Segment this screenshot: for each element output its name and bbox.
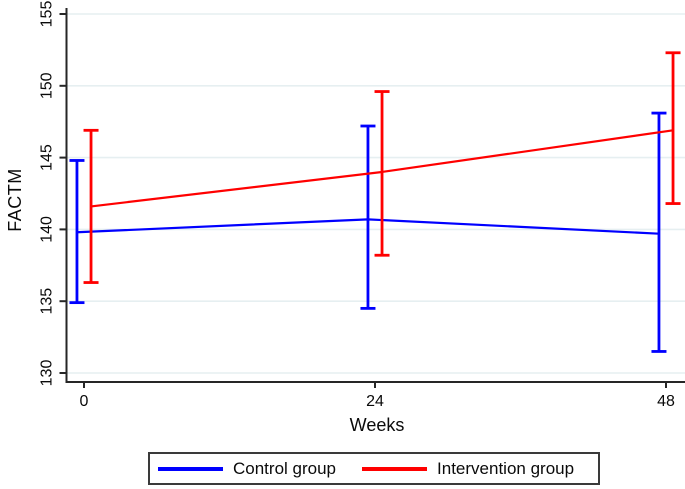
x-axis-title: Weeks — [349, 415, 405, 435]
legend-label-control-group: Control group — [233, 458, 337, 478]
x-tick-label: 24 — [366, 393, 384, 410]
y-tick-label: 150 — [39, 72, 56, 99]
intervention-group-line-swatch — [362, 466, 428, 471]
y-tick-label: 135 — [39, 288, 56, 315]
y-axis-title: FACTM — [5, 168, 25, 232]
x-tick-label: 48 — [657, 393, 675, 410]
y-tick-label: 130 — [39, 360, 56, 387]
legend-label-intervention-group: Intervention group — [437, 458, 575, 478]
y-tick-label: 155 — [39, 1, 56, 28]
y-tick-label: 140 — [39, 216, 56, 243]
y-tick-label: 145 — [39, 144, 56, 171]
x-tick-label: 0 — [80, 393, 89, 410]
legend: Control group Intervention group — [148, 452, 600, 485]
chart-canvas: 130 135 140 145 150 155 0 24 48 — [39, 1, 685, 410]
control-group-line-swatch — [158, 466, 223, 471]
